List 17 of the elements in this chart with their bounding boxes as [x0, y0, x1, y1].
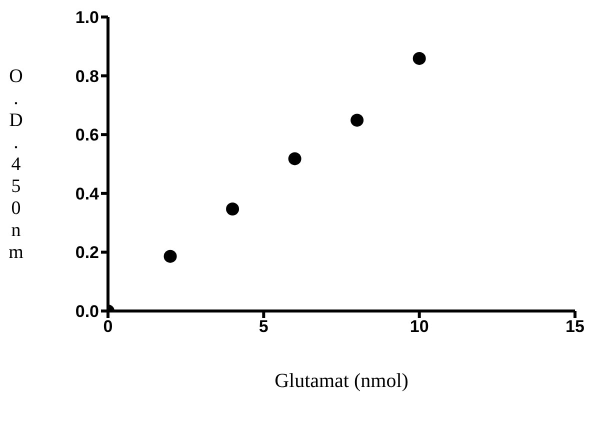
x-tick-label: 10 [410, 317, 429, 336]
text: O.D.450nm [8, 66, 24, 263]
point [164, 250, 177, 263]
x-axis-title: Glutamat (nmol) [274, 370, 408, 392]
x-tick-label: 0 [103, 317, 113, 336]
y-tick-label: 0.6 [75, 126, 99, 145]
y-tick-label: 0.4 [75, 184, 100, 204]
point [412, 52, 426, 65]
y-tick-label: 0.2 [75, 243, 99, 262]
point [226, 202, 240, 216]
y-tick-label: 1.0 [75, 8, 99, 28]
point [288, 152, 302, 166]
x-tick-label: 5 [258, 317, 268, 336]
point [350, 114, 364, 127]
y-tick-label: 0.8 [75, 66, 99, 86]
y-tick-label: 0.0 [75, 302, 99, 322]
x-tick-label: 15 [566, 317, 584, 336]
